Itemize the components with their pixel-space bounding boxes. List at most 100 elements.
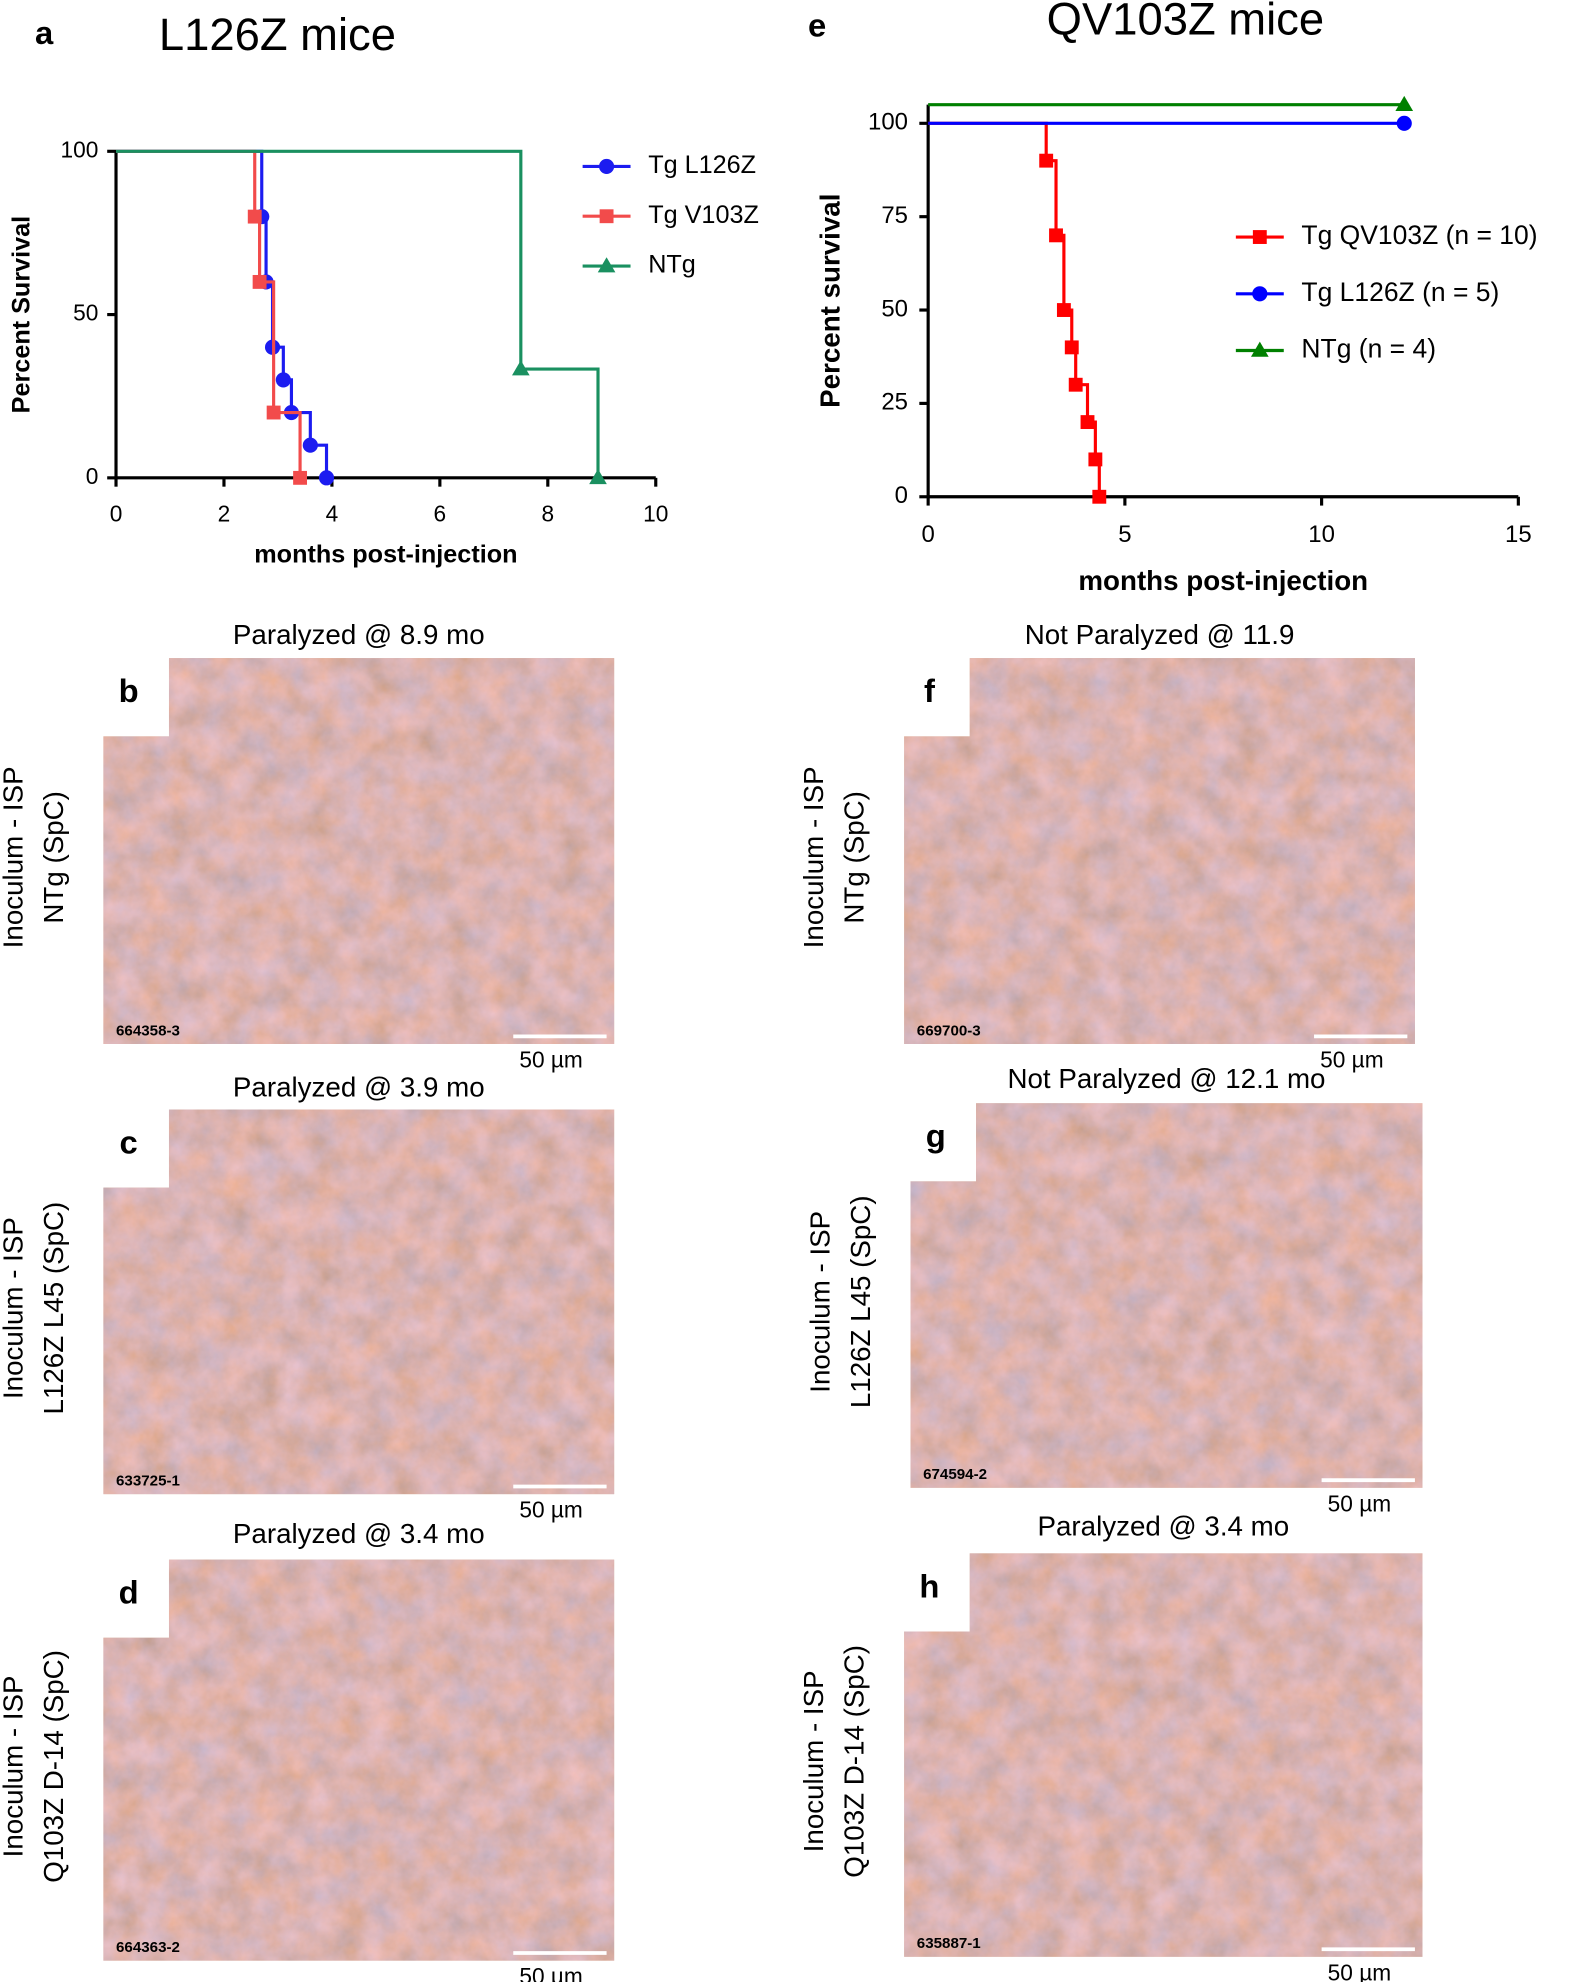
y-tick-label: 100: [61, 136, 99, 162]
marker: [1039, 153, 1054, 168]
side-label: NTg (SpC): [38, 791, 69, 924]
micrograph-texture: [103, 1109, 615, 1495]
marker: [511, 360, 530, 376]
x-tick-label: 10: [643, 501, 668, 527]
scale-bar-label: 50 µm: [1328, 1490, 1392, 1516]
chart-title: QV103Z mice: [1047, 0, 1324, 45]
panel-title: Paralyzed @ 3.4 mo: [233, 1518, 485, 1549]
scale-bar-label: 50 µm: [1328, 1959, 1392, 1982]
side-label: Inoculum - ISP: [0, 1675, 28, 1857]
chart-title: L126Z mice: [159, 9, 396, 60]
micrograph-texture: [904, 658, 1415, 1044]
sample-id: 635887-1: [917, 1935, 981, 1952]
survival-line: [116, 149, 600, 478]
sample-id: 674594-2: [923, 1466, 987, 1483]
marker: [589, 469, 607, 485]
y-tick-label: 0: [86, 463, 99, 489]
micrograph-texture: [910, 1103, 1423, 1488]
survival-line: [116, 149, 302, 478]
y-axis-label: Percent survival: [815, 194, 846, 408]
side-label: Q103Z D-14 (SpC): [38, 1650, 69, 1883]
sample-id: 669700-3: [917, 1022, 981, 1039]
legend-marker: [599, 158, 615, 174]
x-tick-label: 0: [110, 501, 123, 527]
micrograph-texture: [904, 1553, 1423, 1957]
survival-line: [116, 149, 329, 478]
x-tick-label: 4: [326, 501, 339, 527]
scale-bar-label: 50 µm: [519, 1047, 583, 1073]
legend-marker: [1252, 286, 1268, 302]
legend-label: NTg (n = 4): [1301, 334, 1436, 364]
panel-title: Paralyzed @ 8.9 mo: [233, 619, 485, 650]
legend-label: Tg L126Z: [648, 151, 756, 179]
marker: [1396, 115, 1412, 131]
y-tick-label: 50: [73, 300, 98, 326]
marker: [302, 437, 318, 453]
legend-label: Tg V103Z: [648, 201, 759, 229]
legend-marker: [597, 257, 616, 273]
panel-letter: f: [924, 672, 935, 709]
marker: [1056, 303, 1071, 317]
panel-letter: a: [35, 14, 54, 51]
legend-label: NTg: [648, 251, 696, 279]
y-tick-label: 50: [881, 295, 908, 322]
marker: [1092, 489, 1107, 504]
marker: [1395, 95, 1414, 111]
side-label: Q103Z D-14 (SpC): [839, 1645, 870, 1878]
marker: [1088, 452, 1103, 467]
scale-bar-label: 50 µm: [519, 1963, 583, 1982]
side-label: Inoculum - ISP: [0, 766, 28, 948]
x-axis-label: months post-injection: [254, 541, 517, 569]
side-label: Inoculum - ISP: [805, 1211, 836, 1393]
legend-label: Tg L126Z (n = 5): [1301, 277, 1499, 307]
side-label: Inoculum - ISP: [798, 1670, 829, 1852]
sample-id: 664363-2: [116, 1939, 180, 1956]
x-tick-label: 5: [1118, 521, 1131, 548]
legend-marker: [1252, 230, 1267, 244]
marker: [293, 470, 308, 485]
micrograph-texture: [103, 1559, 615, 1961]
marker: [266, 405, 281, 420]
x-axis-label: months post-injection: [1078, 565, 1368, 596]
marker: [318, 470, 335, 486]
scale-bar-label: 50 µm: [519, 1497, 583, 1523]
panel-title: Not Paralyzed @ 12.1 mo: [1007, 1063, 1325, 1094]
panel-title: Paralyzed @ 3.4 mo: [1037, 1510, 1289, 1541]
survival-line: [928, 121, 1101, 497]
panel-letter: h: [919, 1567, 939, 1604]
x-tick-label: 0: [921, 521, 934, 548]
side-label: L126Z L45 (SpC): [38, 1202, 69, 1415]
marker: [275, 372, 291, 388]
side-label: Inoculum - ISP: [0, 1217, 28, 1399]
marker: [252, 274, 267, 289]
sample-id: 633725-1: [116, 1472, 180, 1489]
side-label: NTg (SpC): [839, 791, 870, 924]
panel-letter: g: [926, 1117, 946, 1154]
sample-id: 664358-3: [116, 1022, 180, 1039]
marker: [1064, 340, 1079, 355]
marker: [1068, 377, 1083, 392]
panel-title: Paralyzed @ 3.9 mo: [233, 1072, 485, 1103]
x-tick-label: 10: [1308, 521, 1335, 548]
side-label: Inoculum - ISP: [798, 766, 829, 948]
y-axis-label: Percent Survival: [7, 216, 35, 414]
y-tick-label: 75: [881, 202, 908, 229]
panel-title: Not Paralyzed @ 11.9: [1025, 619, 1295, 650]
x-tick-label: 8: [541, 501, 554, 527]
y-tick-label: 100: [868, 109, 908, 136]
panel-letter: c: [120, 1123, 138, 1160]
micrograph-texture: [103, 658, 615, 1044]
panel-letter: b: [119, 672, 139, 709]
x-tick-label: 6: [434, 501, 447, 527]
panel-letter: d: [119, 1574, 139, 1611]
marker: [1049, 228, 1063, 243]
side-label: L126Z L45 (SpC): [845, 1195, 876, 1408]
y-tick-label: 0: [895, 482, 908, 509]
legend-marker: [1250, 341, 1269, 357]
panel-letter: e: [808, 6, 826, 43]
marker: [1080, 415, 1095, 430]
x-tick-label: 2: [218, 501, 231, 527]
marker: [247, 209, 262, 224]
x-tick-label: 15: [1505, 521, 1532, 548]
